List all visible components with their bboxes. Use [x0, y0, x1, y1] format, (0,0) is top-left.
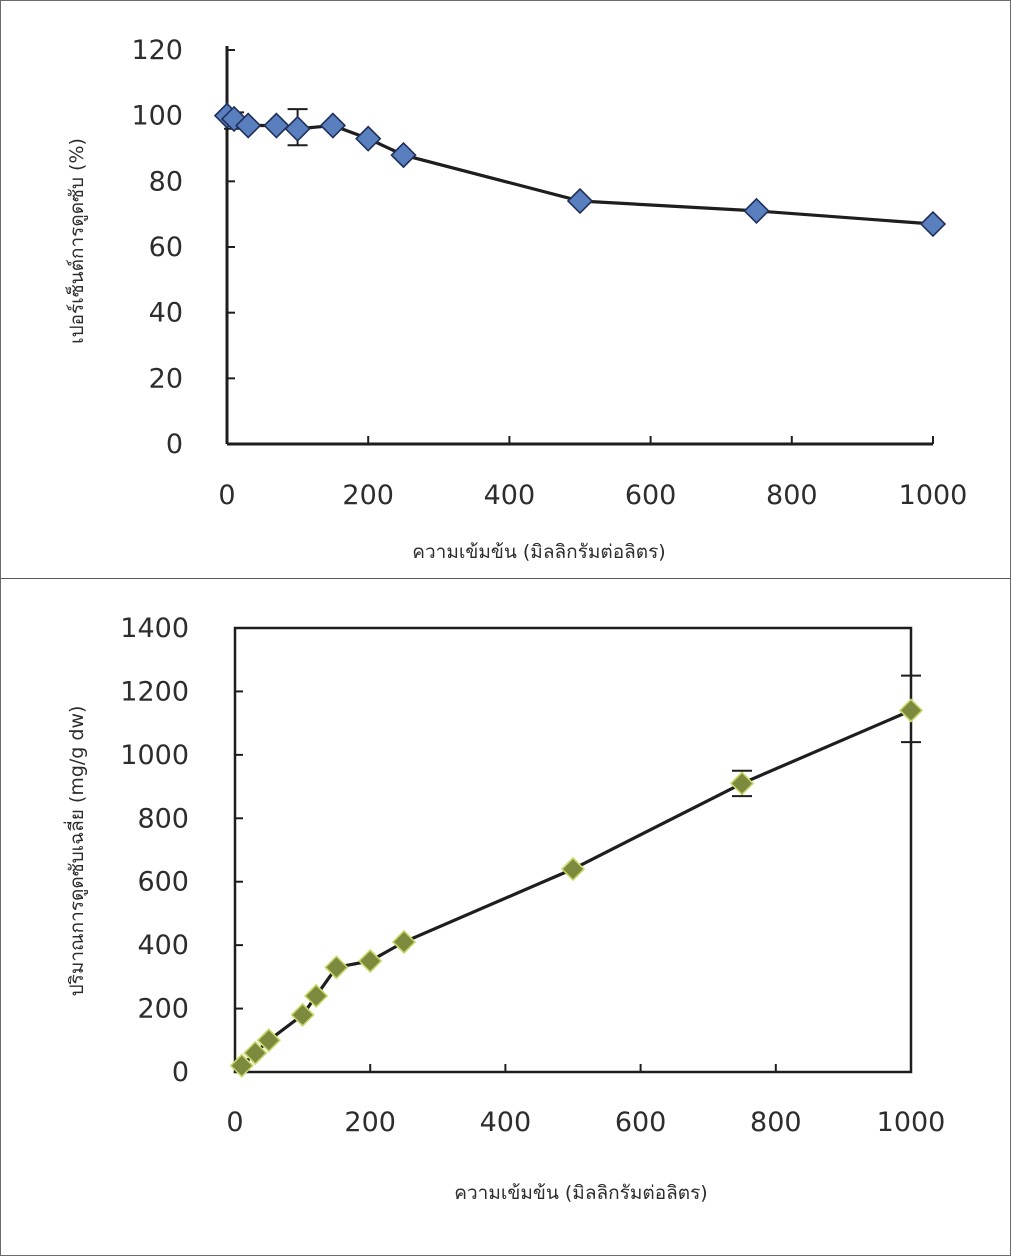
- top-data-point: [390, 141, 417, 169]
- top-x-tick-label: 800: [766, 480, 818, 511]
- top-y-tick-label: 100: [131, 101, 183, 132]
- bot-y-tick-label: 1400: [120, 613, 189, 644]
- bot-series-line: [240, 709, 912, 1067]
- top-chart-axes: [225, 46, 934, 446]
- top-chart-x-tick-labels: 0 200 400 600 800 1000: [218, 480, 967, 511]
- bot-y-tick-label: 0: [172, 1057, 189, 1088]
- bottom-chart-x-tick-labels: 0 200 400 600 800 1000: [226, 1107, 945, 1138]
- top-data-point: [319, 112, 347, 139]
- bot-data-point: [391, 929, 417, 955]
- bot-data-point: [729, 771, 755, 796]
- bot-y-tick-label: 600: [137, 867, 189, 898]
- top-y-axis-title: เปอร์เซ็นต์การดูดซับ (%): [64, 138, 88, 344]
- top-chart-markers: [213, 102, 947, 238]
- bot-plot-frame: [233, 626, 913, 1074]
- bot-y-tick-label: 1000: [120, 740, 189, 771]
- bot-data-point: [229, 1053, 254, 1078]
- top-data-point: [919, 210, 947, 238]
- top-data-point: [235, 112, 262, 139]
- top-data-point: [355, 125, 382, 152]
- top-y-tick-label: 0: [166, 429, 183, 460]
- top-data-point: [566, 187, 594, 215]
- top-y-tick-label: 60: [149, 232, 183, 263]
- absorption-percent-chart: 0 200 400 600 800 1000 0 20 40 60 80 100 120 ความเข…: [64, 35, 967, 563]
- bot-y-tick-label: 200: [137, 994, 189, 1025]
- bottom-chart-error-bars: [732, 674, 921, 798]
- top-data-point: [263, 112, 290, 139]
- top-data-point: [284, 115, 311, 142]
- bottom-chart-axes: [233, 626, 913, 1074]
- bottom-x-axis-title: ความเข้มข้น (มิลลิกรัมต่อลิตร): [454, 1182, 707, 1204]
- bot-x-tick-label: 800: [750, 1107, 802, 1138]
- bot-data-point: [358, 948, 383, 974]
- top-chart-y-tick-labels: 0 20 40 60 80 100 120: [131, 35, 183, 460]
- bottom-y-axis-title: ปริมาณการดูดซับเฉลี่ย (mg/g dw): [63, 706, 88, 997]
- bot-y-tick-label: 400: [137, 930, 189, 961]
- top-x-tick-label: 200: [342, 480, 394, 511]
- bot-y-tick-label: 1200: [120, 676, 189, 707]
- bot-x-tick-label: 600: [615, 1107, 667, 1138]
- bot-x-tick-label: 200: [344, 1107, 396, 1138]
- top-y-tick-label: 80: [149, 166, 183, 197]
- bot-data-point: [303, 983, 329, 1009]
- bot-y-tick-label: 800: [137, 803, 189, 834]
- top-y-tick-label: 20: [149, 363, 183, 394]
- top-y-tick-label: 40: [149, 298, 183, 329]
- top-y-tick-label: 120: [131, 35, 183, 66]
- bot-x-tick-label: 1000: [877, 1107, 946, 1138]
- top-x-tick-label: 0: [218, 480, 235, 511]
- bot-data-point: [290, 1002, 315, 1028]
- bot-data-point: [256, 1028, 281, 1053]
- bottom-chart-series: [240, 709, 912, 1067]
- bottom-chart-y-tick-labels: 0 200 400 600 800 1000 1200 1400: [120, 613, 189, 1088]
- top-x-tick-label: 600: [625, 480, 677, 511]
- chart-divider: [1, 578, 1011, 579]
- bot-data-point: [324, 955, 349, 980]
- top-x-axis-title: ความเข้มข้น (มิลลิกรัมต่อลิตร): [412, 541, 665, 563]
- top-x-tick-label: 400: [484, 480, 536, 511]
- top-data-point: [743, 197, 770, 225]
- bot-x-tick-label: 0: [226, 1107, 243, 1138]
- bot-data-point: [560, 856, 586, 882]
- bot-x-tick-label: 400: [480, 1107, 532, 1138]
- bottom-chart-markers: [229, 698, 924, 1078]
- bot-data-point: [898, 698, 924, 723]
- absorption-amount-chart: 0 200 400 600 800 1000 0 200 400 600 800 1000 1200 1…: [63, 613, 945, 1204]
- top-x-tick-label: 1000: [899, 480, 968, 511]
- bot-data-point: [243, 1040, 268, 1066]
